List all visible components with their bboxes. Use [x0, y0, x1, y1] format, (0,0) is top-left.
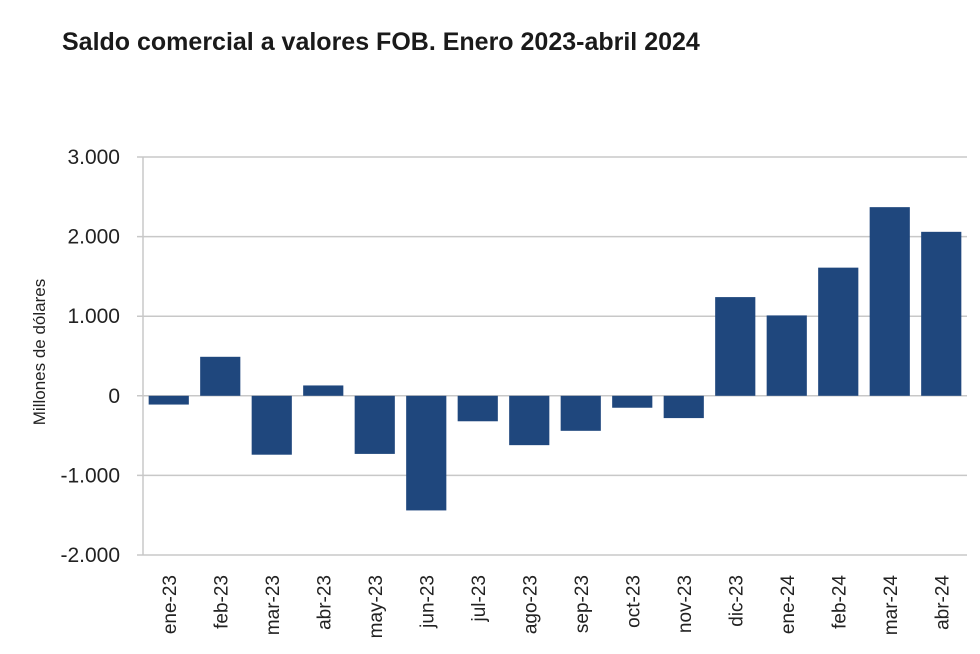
x-tick-label: ene-23	[160, 575, 181, 634]
x-tick-label: feb-24	[829, 575, 850, 629]
bar-abr-24	[921, 231, 962, 396]
x-tick-label: ago-23	[520, 575, 541, 634]
y-axis-ticks: 3.000 2.000 1.000 0 -1.000 -2.000	[60, 146, 120, 567]
bar-mar-23	[251, 395, 292, 455]
x-tick-label: oct-23	[623, 575, 644, 628]
bar-may-23	[354, 395, 395, 454]
bars	[148, 207, 962, 511]
y-tick-label: -1.000	[60, 464, 120, 487]
y-axis-label: Millones de dólares	[30, 279, 49, 425]
bar-dic-23	[715, 297, 756, 396]
y-tick-label: 1.000	[67, 305, 120, 328]
bar-abr-23	[303, 385, 344, 396]
x-tick-label: abr-24	[932, 575, 953, 630]
x-tick-label: nov-23	[675, 575, 696, 633]
x-tick-label: may-23	[366, 575, 387, 638]
bar-nov-23	[663, 395, 704, 419]
x-tick-label: abr-23	[314, 575, 335, 630]
x-tick-label: ene-24	[778, 575, 799, 635]
x-tick-label: dic-23	[726, 575, 747, 627]
bar-feb-23	[200, 356, 241, 396]
y-tick-label: 0	[108, 385, 120, 408]
x-tick-label: mar-24	[881, 575, 902, 636]
x-tick-label: feb-23	[211, 575, 232, 629]
bar-sep-23	[560, 395, 601, 431]
bar-ago-23	[509, 395, 550, 446]
bar-feb-24	[818, 267, 859, 396]
y-tick-label: 2.000	[67, 226, 120, 249]
chart-title: Saldo comercial a valores FOB. Enero 202…	[62, 28, 700, 56]
x-tick-label: jul-23	[469, 575, 490, 622]
y-tick-label: 3.000	[67, 146, 120, 169]
bar-ene-24	[766, 315, 807, 396]
bar-oct-23	[612, 395, 653, 408]
bar-jul-23	[457, 395, 498, 422]
x-tick-label: jun-23	[417, 575, 438, 629]
bar-jun-23	[406, 395, 447, 511]
bar-ene-23	[148, 395, 189, 405]
x-tick-label: sep-23	[572, 575, 593, 633]
x-tick-label: mar-23	[263, 575, 284, 635]
x-axis-ticks: ene-23 feb-23 mar-23 abr-23 may-23 jun-23 jul-…	[160, 575, 954, 639]
y-tick-label: -2.000	[60, 544, 120, 567]
bar-mar-24	[869, 207, 910, 396]
